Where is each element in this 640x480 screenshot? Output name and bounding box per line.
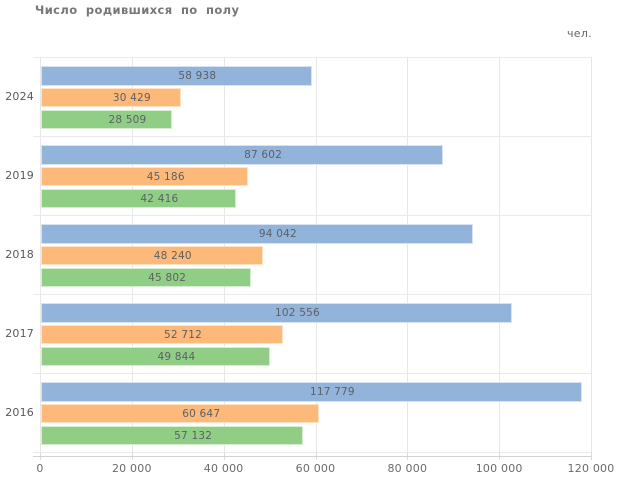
x-axis-tick-label: 20 000 <box>111 461 152 475</box>
bar-2017-green-series[interactable]: 49 844 <box>41 347 270 366</box>
bar-value-label: 57 132 <box>174 429 213 442</box>
bar-value-label: 58 938 <box>178 70 217 82</box>
bar-value-label: 42 416 <box>140 192 179 205</box>
category-separator <box>33 215 591 216</box>
bar-value-label: 94 042 <box>258 228 297 240</box>
bar-2019-blue-series[interactable]: 87 602 <box>41 145 444 165</box>
category-label-2019: 2019 <box>5 168 34 182</box>
category-separator <box>33 136 591 137</box>
x-axis-line <box>33 455 591 457</box>
unit-label: чел. <box>567 27 592 40</box>
category-label-2018: 2018 <box>5 247 34 261</box>
category-separator <box>33 57 591 58</box>
bar-2018-orange-series[interactable]: 48 240 <box>41 246 263 265</box>
bar-2018-blue-series[interactable]: 94 042 <box>41 224 473 244</box>
gridline-vertical <box>407 57 409 452</box>
gridline-vertical <box>40 57 41 452</box>
bar-2024-orange-series[interactable]: 30 429 <box>41 88 181 107</box>
x-axis-tick-label: 120 000 <box>567 461 615 475</box>
bar-2017-orange-series[interactable]: 52 712 <box>41 325 284 344</box>
bar-value-label: 45 186 <box>146 170 185 183</box>
bar-value-label: 52 712 <box>164 328 202 341</box>
bar-value-label: 49 844 <box>157 350 196 363</box>
category-separator <box>33 294 591 295</box>
category-label-2016: 2016 <box>5 405 34 419</box>
category-label-2017: 2017 <box>5 326 34 340</box>
x-axis-tick-label: 80 000 <box>387 461 428 475</box>
category-separator <box>33 373 591 374</box>
bar-value-label: 30 429 <box>112 91 151 104</box>
gridline-vertical <box>591 57 592 452</box>
bar-2016-blue-series[interactable]: 117 779 <box>41 382 582 402</box>
bar-2024-blue-series[interactable]: 58 938 <box>41 66 312 86</box>
gridline-vertical <box>499 57 501 452</box>
category-separator <box>33 452 591 453</box>
bar-value-label: 28 509 <box>108 113 147 126</box>
bar-2018-green-series[interactable]: 45 802 <box>41 268 252 287</box>
bar-value-label: 45 802 <box>148 271 187 284</box>
x-axis-tick-label: 100 000 <box>475 461 523 475</box>
bar-2024-green-series[interactable]: 28 509 <box>41 110 172 129</box>
bar-2019-orange-series[interactable]: 45 186 <box>41 167 249 186</box>
bar-value-label: 87 602 <box>244 149 283 161</box>
bar-value-label: 117 779 <box>309 386 355 398</box>
bar-2016-green-series[interactable]: 57 132 <box>41 426 304 445</box>
x-axis-tick-label: 60 000 <box>295 461 336 475</box>
x-axis-tick-label: 0 <box>36 461 44 475</box>
bar-2016-orange-series[interactable]: 60 647 <box>41 404 320 423</box>
x-axis-tick-label: 40 000 <box>203 461 244 475</box>
category-label-2024: 2024 <box>5 89 34 103</box>
bar-value-label: 102 556 <box>275 307 320 319</box>
bar-value-label: 60 647 <box>182 407 221 420</box>
bar-value-label: 48 240 <box>153 249 192 262</box>
x-axis-tick <box>591 452 592 460</box>
gridline-vertical <box>315 57 317 452</box>
bar-2017-blue-series[interactable]: 102 556 <box>41 303 512 323</box>
bar-2019-green-series[interactable]: 42 416 <box>41 189 236 208</box>
chart-title: Число родившихся по полу <box>35 3 240 17</box>
